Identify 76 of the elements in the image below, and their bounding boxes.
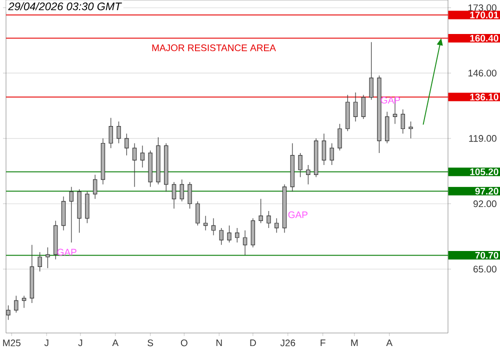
candlestick xyxy=(400,109,405,134)
candlestick xyxy=(108,118,113,148)
candlestick xyxy=(6,305,10,320)
candlestick xyxy=(54,220,58,260)
y-tick-label: 65.00 xyxy=(474,266,496,272)
candlestick xyxy=(250,218,256,248)
annotation: GAP xyxy=(288,211,308,218)
candlestick xyxy=(369,42,374,100)
x-tick-label: S xyxy=(148,340,154,346)
x-tick-label: F xyxy=(320,340,326,346)
candlestick xyxy=(92,174,98,200)
ref-line-label: 70.70 xyxy=(475,252,498,259)
candlestick xyxy=(385,112,390,144)
candlestick xyxy=(219,228,224,246)
candlestick xyxy=(258,198,263,224)
candlestick xyxy=(14,295,18,313)
candlestick xyxy=(290,142,295,192)
x-tick-label: D xyxy=(250,340,256,346)
candlestick xyxy=(46,247,50,268)
candlestick xyxy=(408,121,413,139)
x-tick-label: M25 xyxy=(3,340,20,346)
candlestick xyxy=(377,75,382,154)
candlestick xyxy=(242,230,248,256)
candlestick xyxy=(61,196,66,231)
x-tick-label: A xyxy=(112,340,119,346)
ref-line-label: 136.10 xyxy=(470,94,498,100)
candlestick xyxy=(203,216,208,231)
candlestick xyxy=(22,295,26,308)
candlestick xyxy=(322,133,326,166)
ref-line-label: 105.20 xyxy=(470,168,498,176)
candlestick xyxy=(353,92,358,122)
candlestick xyxy=(77,188,82,234)
candlestick xyxy=(298,152,302,178)
candlestick xyxy=(132,142,137,188)
candlestick xyxy=(361,94,366,120)
candlestick xyxy=(274,218,279,234)
candlestick xyxy=(266,210,271,228)
candlestick xyxy=(330,142,334,166)
candlestick xyxy=(196,201,200,226)
candlestick xyxy=(148,150,152,188)
ref-line-label: 170.01 xyxy=(470,12,498,18)
candlestick xyxy=(211,218,216,236)
candlestick xyxy=(116,121,121,144)
candlestick xyxy=(38,252,42,272)
x-tick-label: J26 xyxy=(280,340,296,346)
candlestick xyxy=(100,138,106,185)
candlestick xyxy=(338,124,342,151)
candlestick xyxy=(235,228,240,243)
chart-title: 29/04/2026 03:30 GMT xyxy=(8,2,122,10)
annotation: MAJOR RESISTANCE AREA xyxy=(152,44,276,52)
x-tick-label: J xyxy=(44,340,48,346)
x-tick-label: O xyxy=(180,340,188,346)
candlestick xyxy=(306,164,310,185)
ref-line-label: 160.40 xyxy=(470,34,498,42)
candlestick xyxy=(346,94,350,132)
candlestick xyxy=(227,225,232,243)
x-tick-label: M xyxy=(351,340,358,346)
candlestick xyxy=(30,244,34,304)
candlestick xyxy=(85,191,90,224)
ref-line-label: 97.20 xyxy=(475,188,498,195)
x-tick-label: N xyxy=(216,340,222,346)
candlestick xyxy=(140,145,145,168)
candlestick xyxy=(172,182,176,209)
x-tick-label: A xyxy=(386,340,393,346)
y-tick-label: 146.00 xyxy=(468,70,496,76)
candlestick xyxy=(180,179,184,202)
candlestick xyxy=(164,142,168,192)
candlestick xyxy=(156,136,160,185)
y-tick-label: 92.00 xyxy=(473,200,496,208)
y-tick-label: 173.00 xyxy=(468,4,496,12)
y-tick-label: 119.00 xyxy=(469,135,496,142)
candlestick xyxy=(282,184,287,234)
x-tick-label: J xyxy=(78,340,82,346)
candlestick xyxy=(314,138,318,178)
candlestick xyxy=(124,133,129,156)
candlestick xyxy=(188,182,192,209)
